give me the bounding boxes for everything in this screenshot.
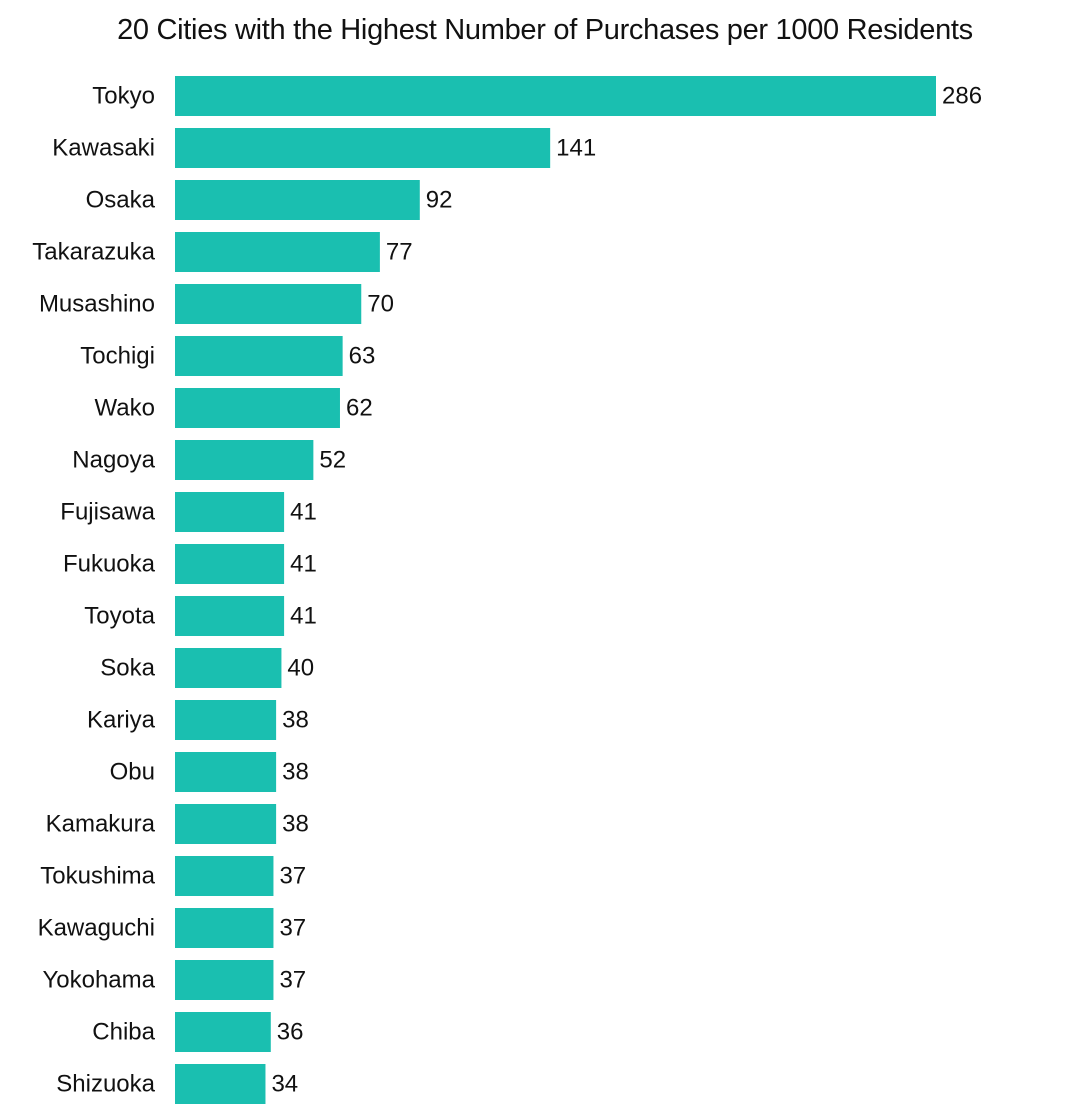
category-label: Takarazuka <box>32 239 155 266</box>
chart-title: 20 Cities with the Highest Number of Pur… <box>117 14 973 46</box>
category-label: Kamakura <box>46 811 156 838</box>
value-label: 34 <box>271 1071 298 1098</box>
bar <box>175 128 551 168</box>
category-label: Shizuoka <box>56 1071 155 1098</box>
bar <box>175 180 420 220</box>
category-label: Wako <box>95 395 155 422</box>
value-label: 41 <box>290 603 317 630</box>
bar <box>175 1012 271 1052</box>
category-label: Kariya <box>87 707 156 734</box>
value-label: 36 <box>277 1019 304 1046</box>
category-label: Tokyo <box>92 83 155 110</box>
bar <box>175 1064 266 1104</box>
value-label: 141 <box>556 135 596 162</box>
value-label: 37 <box>279 915 306 942</box>
bar <box>175 388 340 428</box>
value-label: 38 <box>282 759 309 786</box>
bar <box>175 232 380 272</box>
category-label: Osaka <box>86 187 156 214</box>
value-label: 40 <box>287 655 314 682</box>
bar <box>175 544 285 584</box>
value-label: 77 <box>386 239 413 266</box>
value-label: 38 <box>282 707 309 734</box>
bar <box>175 856 274 896</box>
category-label: Tokushima <box>40 863 155 890</box>
value-label: 41 <box>290 499 317 526</box>
category-label: Kawaguchi <box>38 915 155 942</box>
bar <box>175 440 314 480</box>
bar <box>175 752 277 792</box>
bar <box>175 960 274 1000</box>
value-label: 62 <box>346 395 373 422</box>
bar <box>175 700 277 740</box>
category-label: Kawasaki <box>52 135 155 162</box>
bar <box>175 336 343 376</box>
category-label: Toyota <box>84 603 155 630</box>
bar <box>175 804 277 844</box>
bar <box>175 596 285 636</box>
value-label: 37 <box>279 863 306 890</box>
value-label: 52 <box>319 447 346 474</box>
value-label: 70 <box>367 291 394 318</box>
value-label: 41 <box>290 551 317 578</box>
category-label: Musashino <box>39 291 155 318</box>
category-label: Chiba <box>92 1019 155 1046</box>
value-label: 286 <box>942 83 982 110</box>
value-label: 63 <box>349 343 376 370</box>
category-label: Yokohama <box>42 967 155 994</box>
bar <box>175 76 936 116</box>
value-label: 38 <box>282 811 309 838</box>
category-label: Nagoya <box>72 447 155 474</box>
value-label: 92 <box>426 187 453 214</box>
category-label: Fujisawa <box>60 499 155 526</box>
bar <box>175 284 362 324</box>
bar <box>175 908 274 948</box>
category-label: Obu <box>110 759 155 786</box>
category-label: Tochigi <box>80 343 155 370</box>
category-label: Fukuoka <box>63 551 156 578</box>
value-label: 37 <box>279 967 306 994</box>
category-label: Soka <box>100 655 155 682</box>
bar <box>175 492 285 532</box>
bar <box>175 648 282 688</box>
